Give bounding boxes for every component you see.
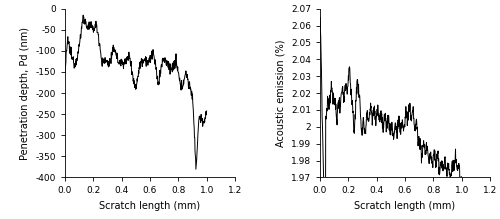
X-axis label: Scratch length (mm): Scratch length (mm) <box>354 201 456 211</box>
Y-axis label: Penetration depth, Pd (nm): Penetration depth, Pd (nm) <box>20 26 30 160</box>
X-axis label: Scratch length (mm): Scratch length (mm) <box>100 201 200 211</box>
Y-axis label: Acoustic emission (%): Acoustic emission (%) <box>276 39 285 147</box>
